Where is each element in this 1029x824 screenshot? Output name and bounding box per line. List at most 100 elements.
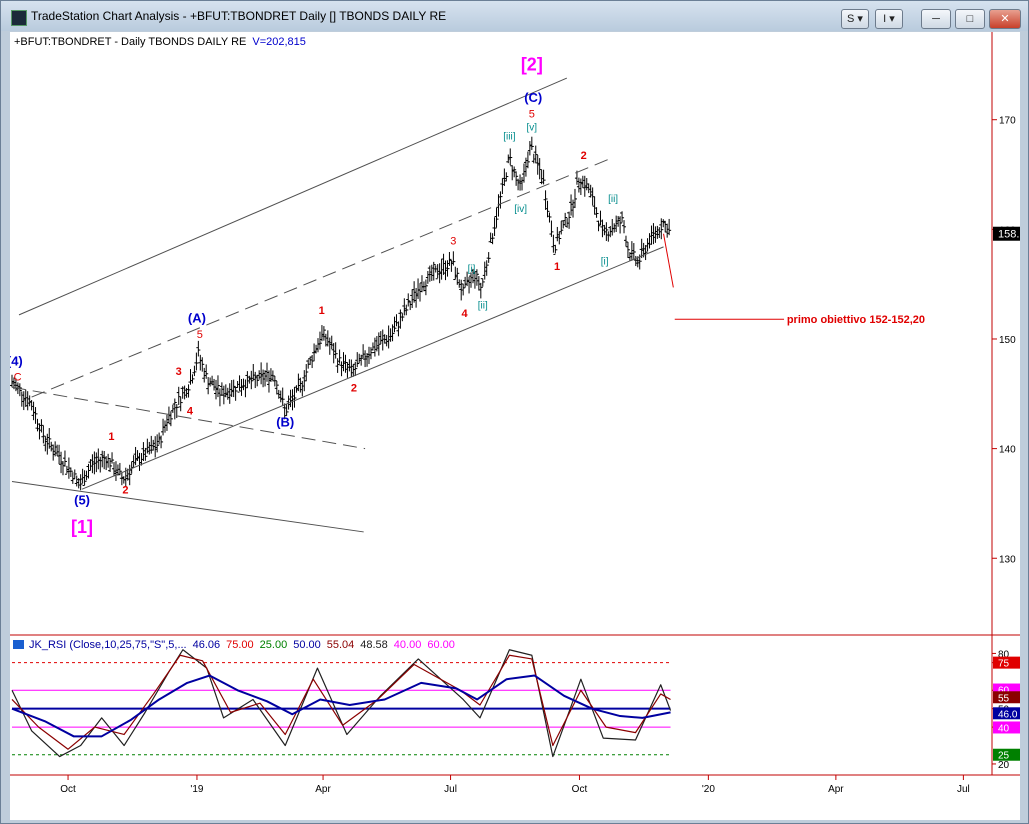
ohlc-bar [68,467,73,477]
symbol-label: +BFUT:TBONDRET - Daily TBONDS DAILY RE [14,36,246,48]
date-tick-label: Apr [828,784,844,795]
ohlc-bar [400,312,405,322]
wave-label: 4 [187,406,194,418]
ohlc-bar [33,407,38,424]
rsi-levels [12,662,671,756]
wave-label: 2 [122,485,128,497]
wave-label: [i] [601,256,609,267]
wave-label: C [14,372,22,384]
rsi-badge-box [993,748,1020,761]
ohlc-bar [292,387,297,408]
wave-label: 2 [581,150,587,162]
ohlc-bar [72,469,77,480]
ohlc-bar [498,191,503,209]
trend-line [81,246,664,490]
ohlc-bar [108,458,113,472]
ohlc-bar [618,216,623,234]
ohlc-bar [404,304,409,316]
ohlc-bar [86,463,91,479]
s-label: S [847,13,855,25]
rsi-badge-label: 25 [998,751,1010,762]
ohlc-bar [41,425,46,444]
rsi-header-value: 60.00 [427,639,455,651]
ohlc-bar [155,434,160,453]
ohlc-bar [304,364,309,382]
wave-label: (A) [188,311,206,326]
ohlc-bar [178,396,183,412]
chart-area[interactable]: (4) C 1 2 (5) [1] 3 4 (A) 5 (B) 1 2 3 4 [i] [ii] [iii] [iv… [10,32,1020,820]
ohlc-bar [525,151,530,169]
rsi-badge-label: 55 [998,693,1010,704]
ohlc-bar [82,470,87,487]
chart-header: +BFUT:TBONDRET - Daily TBONDS DAILY RE V=… [14,36,306,48]
rsi-badge-box [993,707,1020,720]
rsi-pane[interactable]: JK_RSI (Close,10,25,75,"S",5,... 46.06 75.… [10,635,1020,776]
wave-label: 1 [319,305,325,317]
rsi-badge-box [993,691,1020,704]
rsi-badge-box [993,656,1020,669]
ohlc-bar [567,211,572,229]
minimize-button[interactable]: ─ [921,9,951,29]
ohlc-bar [272,375,277,387]
ohlc-bar [174,401,179,419]
ohlc-bar [594,207,599,218]
s-menu-button[interactable]: S ▾ [841,9,869,29]
ohlc-bar [480,278,485,287]
wave-label: 3 [450,236,456,248]
wave-label: (C) [524,90,542,105]
i-label: I [883,13,887,25]
ohlc-bar [490,233,495,245]
ohlc-bar [392,316,397,333]
rsi-badge-label: 75 [998,659,1010,670]
close-button[interactable]: ✕ [989,9,1021,29]
target-annotation: primo obiettivo 152-152,20 [787,314,925,326]
ohlc-bar [321,326,326,341]
ohlc-bar [492,217,497,236]
ohlc-bar [529,136,534,151]
date-tick-label: Apr [315,784,331,795]
rsi-tick-label: 20 [998,760,1010,771]
ohlc-bar [533,145,538,164]
ohlc-bar [547,212,552,223]
ohlc-bar [168,411,173,427]
ohlc-bar [127,464,132,486]
date-tick-label: '19 [190,784,203,795]
ohlc-bar [423,279,428,296]
wave-label: 3 [176,366,182,378]
date-tick-label: Jul [444,784,457,795]
wave-label: (5) [74,493,90,508]
rsi-badge-label: 40 [998,723,1010,734]
price-bars [10,136,672,491]
date-axis: Oct '19 Apr Jul Oct '20 Apr Jul [60,775,970,795]
trend-line [11,481,364,533]
wave-label: [1] [71,517,93,537]
rsi-badge-box [993,721,1020,734]
ohlc-bar [353,361,358,377]
trend-line [18,77,568,316]
rsi-study-label: JK_RSI (Close,10,25,75,"S",5,... [29,639,187,651]
price-pane[interactable]: (4) C 1 2 (5) [1] 3 4 (A) 5 (B) 1 2 3 4 [i] [ii] [iii] [iv… [10,32,1020,636]
ohlc-bar [563,212,568,226]
wave-label: 1 [108,431,114,443]
ohlc-bar [508,148,513,166]
ohlc-bar [622,220,627,234]
study-icon [13,640,24,649]
i-menu-button[interactable]: I ▾ [875,9,903,29]
maximize-button[interactable]: □ [955,9,985,29]
rsi-badge: 40 [993,721,1020,734]
ohlc-bar [494,207,499,228]
ohlc-bar [78,474,83,491]
window-title: TradeStation Chart Analysis - +BFUT:TBON… [31,9,447,23]
price-tick-label: 170 [999,116,1016,127]
price-tick-label: 130 [999,554,1016,565]
wave-label: 5 [529,109,535,121]
ohlc-bar [486,252,491,263]
title-bar[interactable]: TradeStation Chart Analysis - +BFUT:TBON… [1,1,1028,31]
rsi-badge: 75 [993,656,1020,670]
ohlc-bar [280,387,285,407]
ohlc-bar [643,245,648,261]
rsi-header-value: 50.00 [293,639,321,651]
ohlc-bar [159,435,164,449]
